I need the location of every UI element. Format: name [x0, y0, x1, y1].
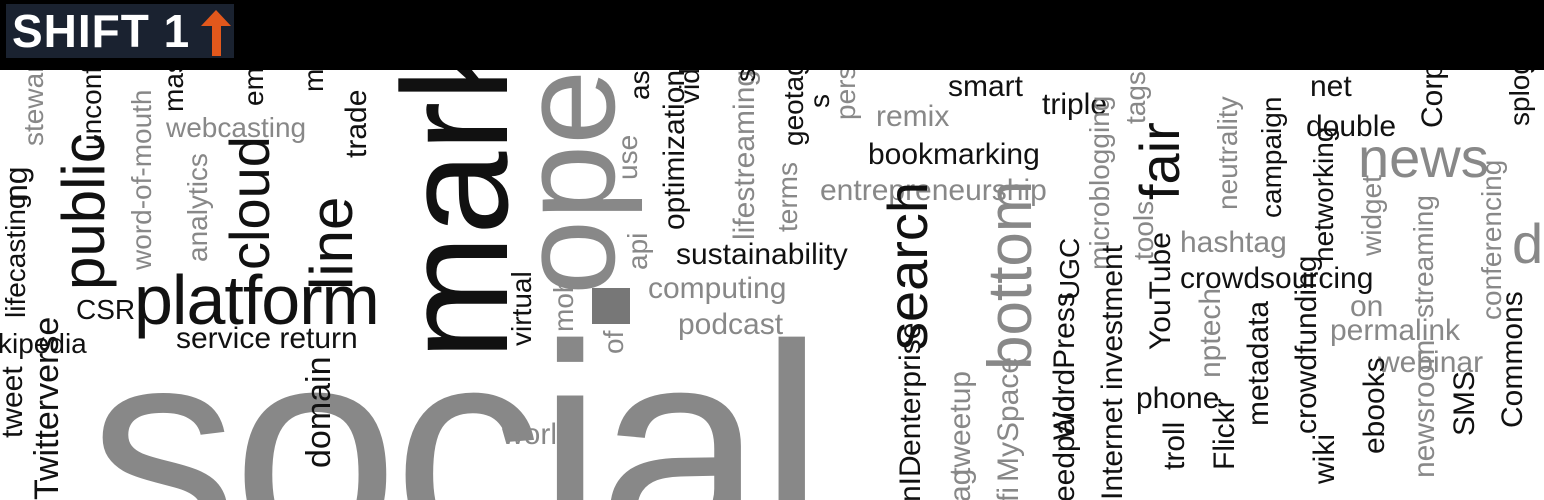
word-podcast: podcast: [678, 308, 784, 341]
word-troll: troll: [1158, 421, 1191, 470]
word-crowdsourcing: crowdsourcing: [1180, 262, 1374, 295]
word-tags: tags: [1120, 71, 1151, 124]
word-nid: nID: [894, 455, 927, 500]
word-on: on: [1350, 290, 1384, 323]
word-kipedia: kipedia: [0, 328, 87, 359]
word-internet: Internet: [1096, 398, 1129, 500]
word-line: line: [298, 196, 365, 290]
word-service-return: service return: [176, 322, 358, 355]
word-ng: ng: [0, 166, 34, 202]
word-mas: mas: [158, 70, 189, 112]
word-sms: SMS: [1448, 370, 1481, 436]
word-fair: fair: [1128, 122, 1191, 200]
gray-block: [592, 288, 630, 324]
word-tweet: tweet: [0, 366, 29, 438]
word-api: api: [622, 232, 653, 270]
word-ast: ast: [624, 70, 655, 100]
word-newsroom: newsroom: [1408, 339, 1441, 478]
word-crowdfunding: crowdfunding: [1290, 255, 1323, 434]
word-triple: triple: [1042, 88, 1108, 121]
word-analytics: analytics: [182, 153, 213, 262]
word-neutrality: neutrality: [1212, 96, 1243, 210]
word-twitterverse: Twitterverse: [28, 316, 66, 500]
word-webcasting: webcasting: [166, 112, 307, 143]
word-open: open: [492, 70, 643, 295]
word-computing: computing: [648, 272, 787, 305]
word-permalink: permalink: [1330, 314, 1461, 347]
word-phone: phone: [1136, 382, 1220, 415]
word-investment: investment: [1096, 244, 1129, 390]
word-optimization: optimization: [658, 70, 691, 230]
word-domain: domain: [300, 356, 338, 468]
word-smart: smart: [948, 70, 1023, 103]
word-commons: Commons: [1496, 291, 1529, 428]
word-s: s: [730, 70, 761, 82]
shift-logo[interactable]: SHIFT 1: [6, 4, 234, 58]
word-virtual: virtual: [506, 271, 537, 346]
word-microblogging: microblogging: [1084, 95, 1115, 270]
word-bottom: bottom: [976, 180, 1045, 370]
word-bookmarking: bookmarking: [868, 138, 1040, 171]
word-unconfer: unconfer: [76, 70, 107, 150]
word-lifecasting: lifecasting: [0, 193, 31, 318]
word-networking: networking: [1308, 126, 1339, 262]
word-flickr: Flickr: [1208, 398, 1241, 470]
word-pers: pers: [830, 70, 861, 120]
word-ag: ag: [944, 468, 977, 500]
word-youtube: YouTube: [1144, 232, 1177, 350]
word-of: of: [598, 330, 629, 354]
word-ebooks: ebooks: [1358, 357, 1391, 454]
word-eedpaid: eedpaid: [1048, 395, 1081, 500]
word-lifestreaming: lifestreaming: [728, 70, 761, 240]
word-cloud-term: cloud: [218, 136, 281, 270]
word-net: net: [1310, 70, 1352, 103]
word-widget: widget: [1356, 175, 1387, 256]
word-news: news: [1358, 126, 1489, 189]
word-d: d: [1512, 212, 1544, 275]
word-platform: platform: [134, 261, 380, 339]
word-public: public: [50, 133, 117, 290]
word-campaign: campaign: [1256, 96, 1287, 218]
word-metadata: metadata: [1242, 300, 1275, 426]
word-terms: terms: [772, 162, 803, 232]
word-mob: mob: [548, 277, 579, 332]
word-m: m: [298, 70, 329, 92]
word-nptech: nptech: [1194, 287, 1227, 378]
word-tweetup: tweetup: [944, 370, 977, 476]
word-sustainability: sustainability: [676, 238, 848, 271]
word-word-of-mouth: word-of-mouth: [126, 89, 157, 270]
word-trade: trade: [340, 89, 373, 158]
word-geotagging: geotagging: [778, 70, 809, 146]
word-myspace: MySpace: [992, 356, 1025, 482]
word-splog: splog: [1504, 70, 1535, 126]
word-cloud: social market open platform public cloud…: [0, 70, 1544, 500]
word-csr: CSR: [76, 294, 136, 325]
word-em: em: [238, 70, 269, 106]
word-remix: remix: [876, 100, 950, 133]
word-wiki: wiki: [1308, 434, 1341, 484]
logo-text: SHIFT 1: [12, 5, 191, 57]
header-bar: SHIFT 1: [0, 0, 1544, 70]
word-fi: fi: [992, 487, 1025, 500]
word-streaming: streaming: [1408, 195, 1439, 318]
word-social: social: [88, 282, 825, 500]
word-steward: steward: [18, 70, 49, 146]
up-arrow-icon: [201, 10, 231, 56]
word-hashtag: hashtag: [1180, 226, 1287, 259]
word-world: world: [502, 418, 574, 451]
word-entrepreneurship: entrepreneurship: [820, 174, 1047, 207]
word-webinar: webinar: [1378, 346, 1484, 379]
word-double: double: [1306, 110, 1397, 143]
word-enterprise: enterprise: [894, 322, 927, 456]
word-ugc: UGC: [1054, 237, 1085, 300]
word-corp: Corp: [1416, 70, 1449, 128]
word-use: use: [612, 134, 643, 180]
